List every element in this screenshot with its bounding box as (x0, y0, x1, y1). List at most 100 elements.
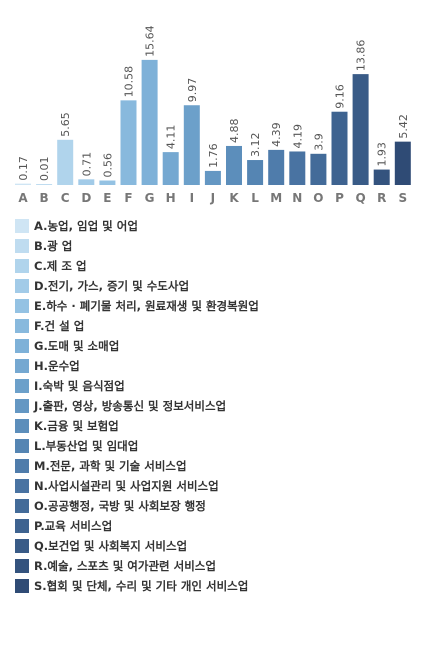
legend-label: D.전기, 가스, 증기 및 수도사업 (34, 278, 189, 294)
legend-item: R.예술, 스포츠 및 여가관련 서비스업 (15, 556, 259, 576)
chart-legend: A.농업, 임업 및 어업 B.광 업 C.제 조 업 D.전기, 가스, 증기 및 … (15, 216, 259, 596)
tick-label-L: L (251, 191, 259, 205)
value-label-D: 0.71 (80, 152, 93, 177)
tick-label-B: B (40, 191, 49, 205)
legend-swatch (15, 579, 29, 593)
value-label-N: 4.19 (291, 124, 304, 149)
value-label-S: 5.42 (397, 114, 410, 139)
legend-label: L.부동산업 및 임대업 (34, 438, 138, 454)
tick-label-F: F (124, 191, 132, 205)
legend-item: G.도매 및 소매업 (15, 336, 259, 356)
bar-D (78, 179, 94, 185)
legend-swatch (15, 399, 29, 413)
bar-E (99, 181, 115, 185)
legend-swatch (15, 319, 29, 333)
legend-label: I.숙박 및 음식점업 (34, 378, 125, 394)
legend-label: F.건 설 업 (34, 318, 84, 334)
legend-label: E.하수 · 폐기물 처리, 원료재생 및 환경복원업 (34, 298, 259, 314)
legend-item: M.전문, 과학 및 기술 서비스업 (15, 456, 259, 476)
value-label-P: 9.16 (334, 84, 347, 109)
legend-swatch (15, 259, 29, 273)
legend-label: K.금융 및 보험업 (34, 418, 119, 434)
value-label-K: 4.88 (228, 118, 241, 143)
legend-item: J.출판, 영상, 방송통신 및 정보서비스업 (15, 396, 259, 416)
value-label-J: 1.76 (207, 143, 220, 168)
legend-item: P.교육 서비스업 (15, 516, 259, 536)
bar-A (15, 184, 31, 185)
legend-swatch (15, 559, 29, 573)
legend-swatch (15, 459, 29, 473)
legend-label: O.공공행정, 국방 및 사회보장 행정 (34, 498, 206, 514)
tick-label-G: G (145, 191, 155, 205)
legend-item: L.부동산업 및 임대업 (15, 436, 259, 456)
tick-label-Q: Q (355, 191, 365, 205)
legend-swatch (15, 439, 29, 453)
legend-swatch (15, 219, 29, 233)
value-label-F: 10.58 (123, 66, 136, 98)
legend-label: C.제 조 업 (34, 258, 87, 274)
legend-item: K.금융 및 보험업 (15, 416, 259, 436)
bar-S (395, 142, 411, 185)
tick-label-O: O (313, 191, 323, 205)
value-label-A: 0.17 (17, 156, 30, 181)
bar-B (36, 184, 52, 185)
legend-label: N.사업시설관리 및 사업지원 서비스업 (34, 478, 219, 494)
legend-item: I.숙박 및 음식점업 (15, 376, 259, 396)
legend-label: H.운수업 (34, 358, 80, 374)
value-label-H: 4.11 (165, 125, 178, 150)
tick-label-D: D (81, 191, 91, 205)
legend-item: S.협회 및 단체, 수리 및 기타 개인 서비스업 (15, 576, 259, 596)
tick-label-J: J (210, 191, 215, 205)
legend-swatch (15, 279, 29, 293)
bar-Q (353, 74, 369, 185)
legend-label: B.광 업 (34, 238, 72, 254)
bar-I (184, 105, 200, 185)
legend-label: S.협회 및 단체, 수리 및 기타 개인 서비스업 (34, 578, 248, 594)
tick-label-K: K (229, 191, 239, 205)
legend-swatch (15, 299, 29, 313)
tick-label-M: M (270, 191, 282, 205)
legend-swatch (15, 539, 29, 553)
value-label-I: 9.97 (186, 78, 199, 103)
bar-H (163, 152, 179, 185)
value-label-C: 5.65 (59, 112, 72, 137)
value-label-O: 3.9 (312, 133, 325, 151)
tick-label-P: P (335, 191, 344, 205)
bar-F (121, 100, 137, 185)
legend-swatch (15, 479, 29, 493)
bar-R (374, 170, 390, 185)
legend-swatch (15, 339, 29, 353)
legend-label: Q.보건업 및 사회복지 서비스업 (34, 538, 187, 554)
legend-label: J.출판, 영상, 방송통신 및 정보서비스업 (34, 398, 226, 414)
legend-label: P.교육 서비스업 (34, 518, 112, 534)
tick-label-H: H (166, 191, 176, 205)
value-label-M: 4.39 (270, 122, 283, 147)
tick-label-C: C (61, 191, 70, 205)
value-label-R: 1.93 (376, 142, 389, 167)
legend-label: M.전문, 과학 및 기술 서비스업 (34, 458, 187, 474)
legend-item: E.하수 · 폐기물 처리, 원료재생 및 환경복원업 (15, 296, 259, 316)
value-label-L: 3.12 (249, 133, 262, 158)
legend-label: R.예술, 스포츠 및 여가관련 서비스업 (34, 558, 216, 574)
value-label-G: 15.64 (144, 25, 157, 57)
tick-label-N: N (292, 191, 302, 205)
tick-label-E: E (103, 191, 111, 205)
legend-swatch (15, 239, 29, 253)
legend-label: A.농업, 임업 및 어업 (34, 218, 138, 234)
legend-item: F.건 설 업 (15, 316, 259, 336)
bar-M (268, 150, 284, 185)
tick-label-I: I (190, 191, 194, 205)
legend-swatch (15, 519, 29, 533)
legend-swatch (15, 359, 29, 373)
legend-item: N.사업시설관리 및 사업지원 서비스업 (15, 476, 259, 496)
bar-L (247, 160, 263, 185)
tick-label-A: A (18, 191, 28, 205)
value-label-E: 0.56 (101, 153, 114, 178)
legend-swatch (15, 499, 29, 513)
value-label-Q: 13.86 (355, 40, 368, 72)
bar-chart: 0.17 A 0.01 B 5.65 C 0.71 D 0.56 E 10.58 F 15.64 G 4.1… (0, 0, 429, 210)
bar-P (332, 112, 348, 185)
bar-G (142, 60, 158, 185)
legend-item: Q.보건업 및 사회복지 서비스업 (15, 536, 259, 556)
legend-item: D.전기, 가스, 증기 및 수도사업 (15, 276, 259, 296)
